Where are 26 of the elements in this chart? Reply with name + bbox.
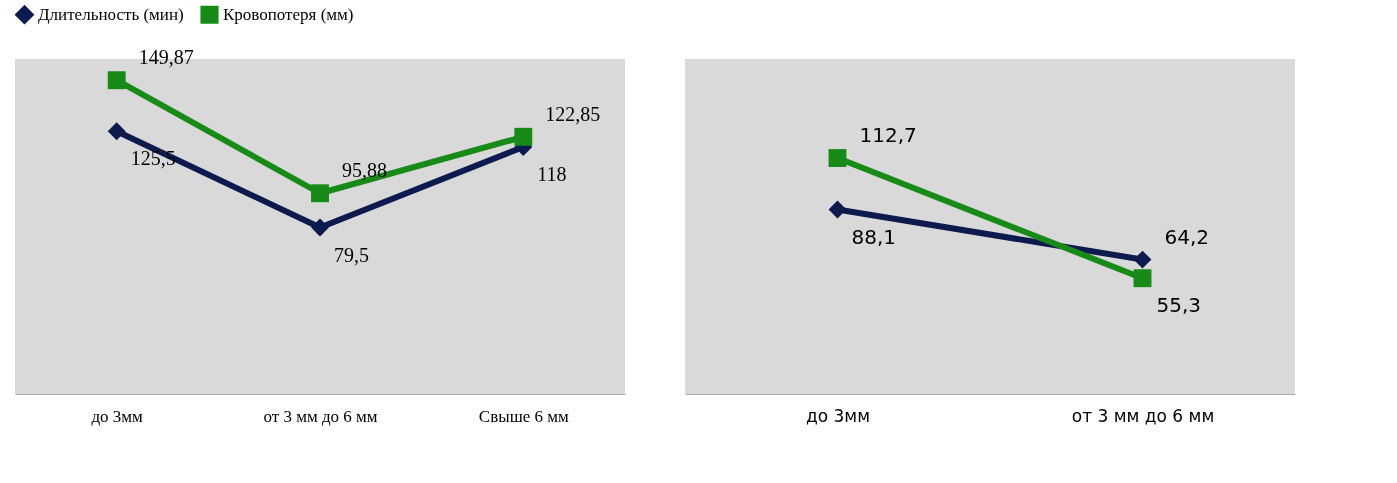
data-label: 79,5 xyxy=(334,243,369,266)
data-label: 118 xyxy=(537,162,567,185)
data-label: 125,5 xyxy=(130,147,176,170)
x-tick-label: от 3 мм до 6 мм xyxy=(1071,405,1215,426)
point xyxy=(107,71,126,90)
point xyxy=(107,122,126,141)
point xyxy=(828,149,847,167)
legend-label: Кровопотеря (мм) xyxy=(223,4,354,24)
data-label: 64,2 xyxy=(1164,224,1210,249)
x-tick-label: до 3мм xyxy=(91,406,144,426)
legend-label: Длительность (мин) xyxy=(38,4,184,24)
point xyxy=(514,127,533,146)
data-label: 149,87 xyxy=(138,46,194,69)
point xyxy=(311,184,329,203)
point xyxy=(1133,250,1152,269)
point xyxy=(311,218,329,237)
point xyxy=(828,200,847,219)
data-label: 88,1 xyxy=(851,224,897,249)
x-tick-label: от 3 мм до 6 мм xyxy=(263,406,378,426)
data-label: 95,88 xyxy=(342,159,387,182)
data-label: 55,3 xyxy=(1156,293,1202,318)
x-tick-label: Свыше 6 мм xyxy=(478,406,570,426)
data-label: 122,85 xyxy=(545,102,601,125)
data-label: 112,7 xyxy=(859,123,917,148)
x-tick-label: до 3мм xyxy=(805,405,871,426)
point xyxy=(1133,269,1152,288)
